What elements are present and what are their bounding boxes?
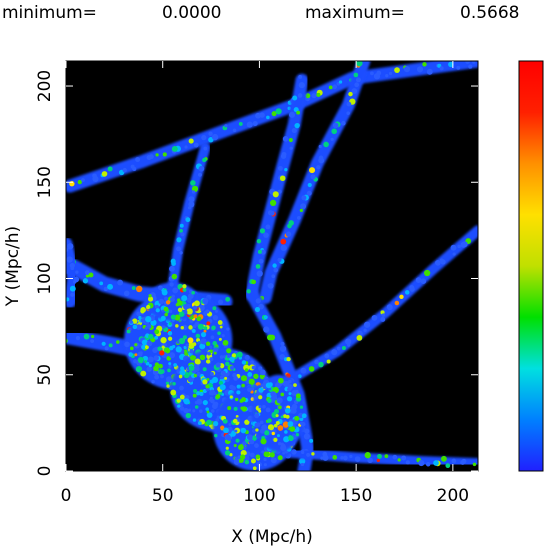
filament-8 <box>273 446 478 469</box>
maximum-label: maximum= <box>305 3 405 23</box>
y-tick-label-150: 150 <box>35 166 55 198</box>
minimum-value: 0.0000 <box>162 3 221 23</box>
colorbar <box>518 60 544 472</box>
plot-frame <box>65 60 479 472</box>
filament-3 <box>245 73 309 301</box>
cluster-4 <box>251 374 307 452</box>
y-tick-label-0: 0 <box>35 466 55 477</box>
x-tick-label-200: 200 <box>437 486 469 506</box>
density-field <box>66 61 478 471</box>
x-axis-label: X (Mpc/h) <box>231 527 313 547</box>
maximum-value: 0.5668 <box>460 3 519 23</box>
y-tick-label-50: 50 <box>35 364 55 386</box>
x-tick-label-50: 50 <box>152 486 174 506</box>
filament-4 <box>292 225 478 380</box>
minimum-label: minimum= <box>2 3 97 23</box>
x-tick-label-0: 0 <box>61 486 72 506</box>
filament-0 <box>66 61 478 193</box>
x-axis: 0 50 100 150 200 <box>61 61 469 506</box>
x-tick-label-150: 150 <box>340 486 372 506</box>
filament-9 <box>66 237 81 309</box>
cluster-3 <box>145 282 200 321</box>
filament-1 <box>258 61 371 305</box>
y-axis: 0 50 100 150 200 <box>35 70 478 477</box>
y-axis-label: Y (Mpc/h) <box>3 226 23 307</box>
y-tick-label-100: 100 <box>35 262 55 294</box>
y-tick-label-200: 200 <box>35 70 55 102</box>
x-tick-label-100: 100 <box>243 486 275 506</box>
